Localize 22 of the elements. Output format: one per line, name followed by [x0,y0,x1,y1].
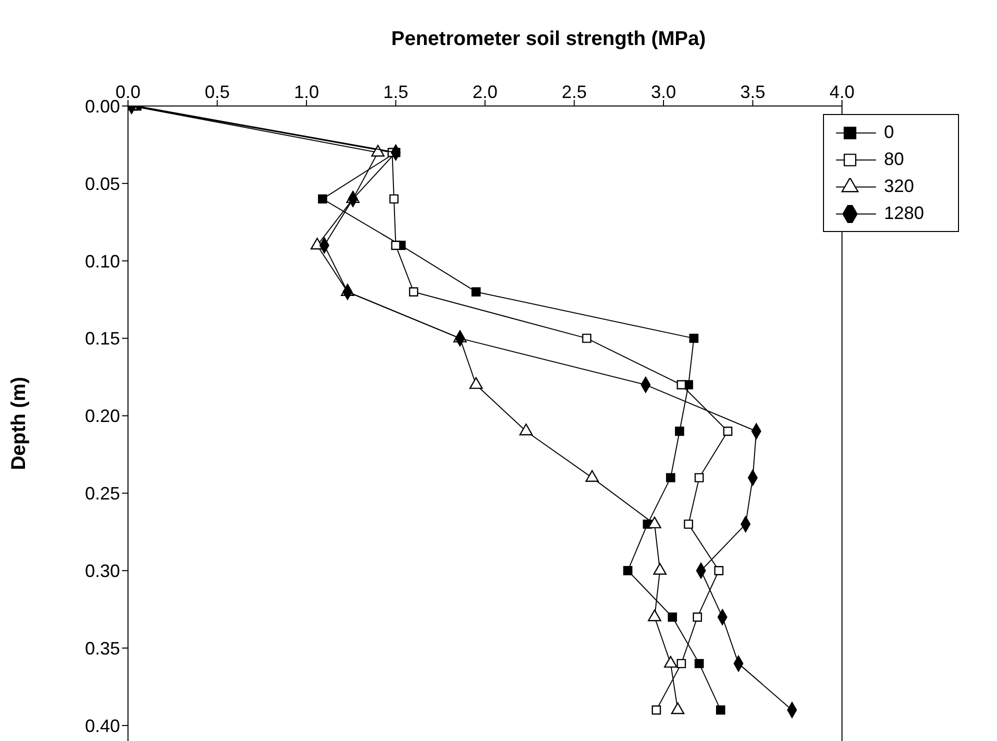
y-tick-label: 0.35 [84,638,120,658]
legend-label: 1280 [884,203,924,224]
y-tick-label: 0.40 [84,716,120,736]
x-tick-label: 3.5 [740,82,766,102]
x-tick-label: 4.0 [829,82,855,102]
x-tick-label: 3.0 [650,82,676,102]
x-tick-label: 1.0 [294,82,320,102]
y-axis-title: Depth (m) [8,376,30,470]
y-tick-label: 0.25 [84,484,120,504]
legend-label: 320 [884,176,914,197]
x-tick-label: 0.5 [204,82,230,102]
y-tick-label: 0.05 [84,174,120,194]
chart-title: Penetrometer soil strength (MPa) [390,27,707,52]
y-tick-label: 0.10 [84,251,120,272]
legend-label: 80 [884,149,904,170]
legend-label: 0 [884,122,894,143]
y-tick-label: 0.20 [84,406,120,426]
y-tick-label: 0.15 [84,328,120,349]
y-tick-label: 0.30 [84,561,120,582]
x-tick-label: 2.5 [562,82,587,102]
x-tick-label: 1.5 [383,82,408,102]
x-tick-label: 2.0 [472,82,498,102]
